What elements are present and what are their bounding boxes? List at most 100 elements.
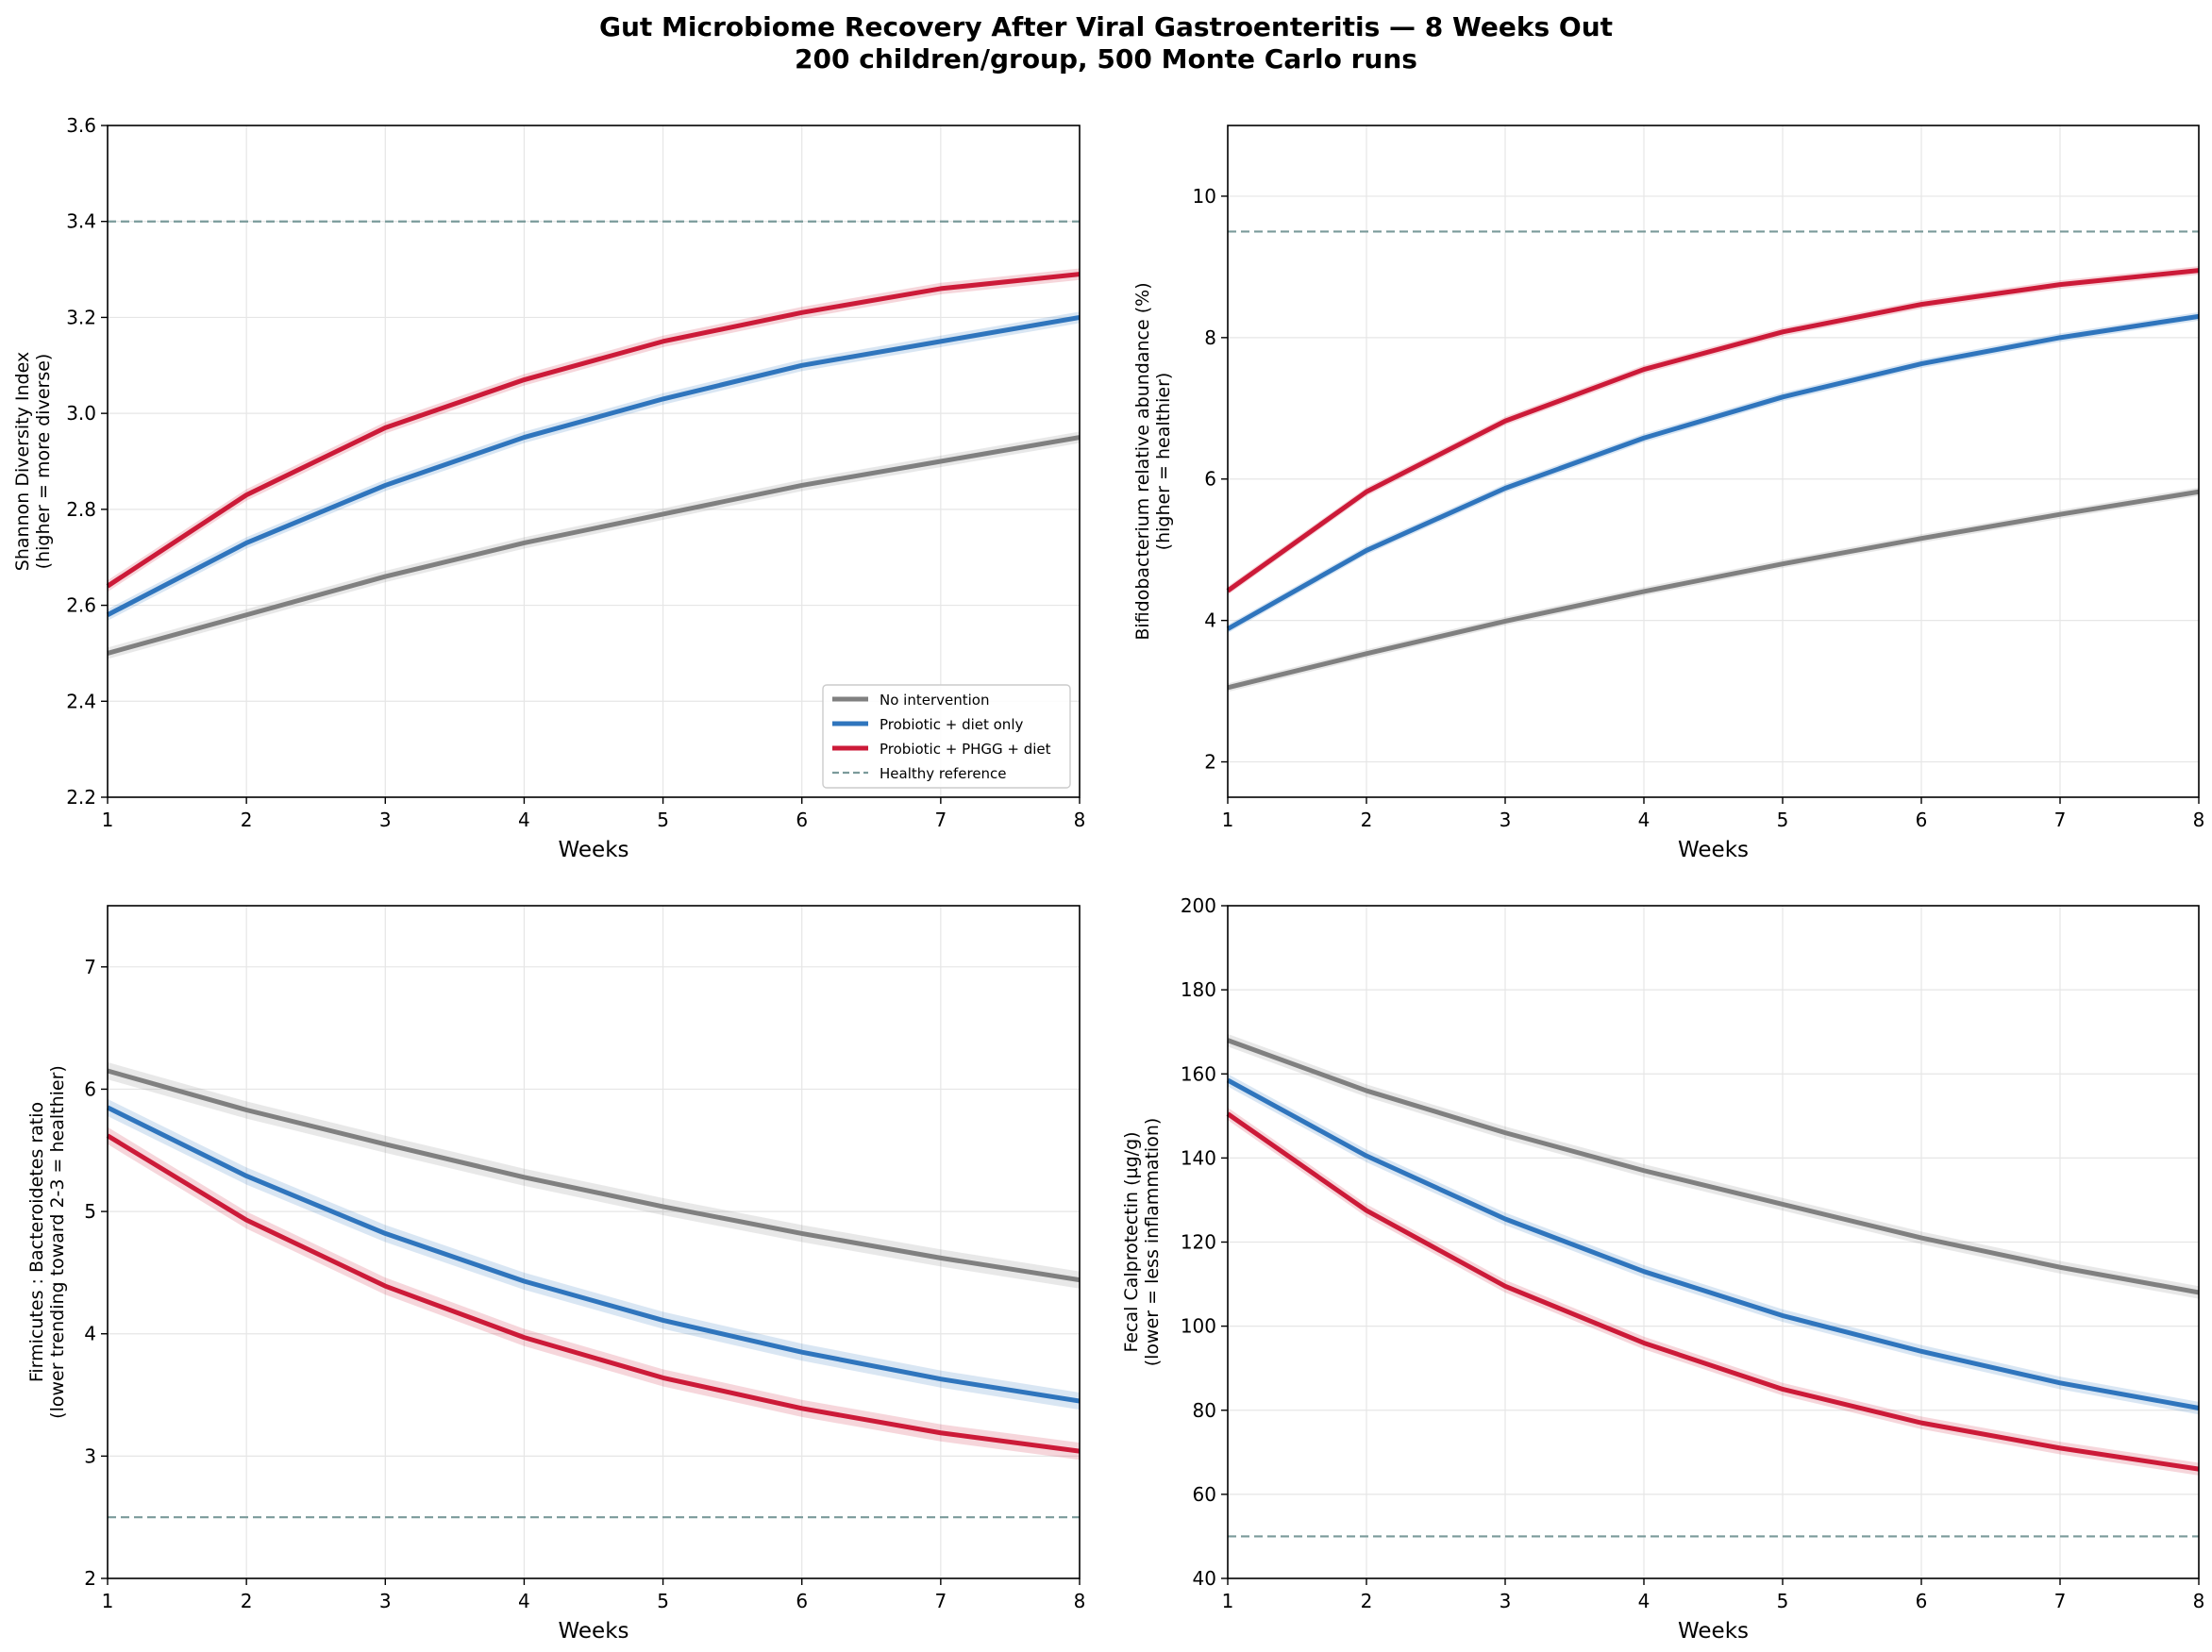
x-axis-label: Weeks: [1678, 838, 1749, 862]
y-tick-label: 3.4: [66, 210, 96, 233]
y-tick-label: 6: [84, 1077, 96, 1100]
probiotic-diet-line: [1226, 313, 2200, 631]
x-tick-label: 5: [657, 809, 669, 831]
x-tick-label: 7: [934, 809, 947, 831]
y-tick-label: 7: [84, 956, 96, 978]
y-tick-label: 5: [84, 1200, 96, 1223]
plot-frame: [107, 125, 1081, 798]
y-tick-label: 2.4: [66, 690, 96, 712]
y-axis-label-line: Fecal Calprotectin (µg/g): [1121, 1131, 1142, 1352]
y-tick-label: 3.0: [66, 402, 96, 425]
x-tick-label: 3: [379, 809, 392, 831]
panel-fecal-calprotectin: 1 2 3 4 5 6 7 8 40 60 80 100 120 140 160 180 200 Weeks Fec…: [1121, 894, 2204, 1644]
y-tick-label: 2.6: [66, 594, 96, 617]
x-tick-label: 2: [1361, 809, 1373, 831]
x-tick-label: 8: [1074, 1590, 1086, 1612]
probiotic-diet-band: [108, 1098, 1080, 1410]
y-axis-label-line: (higher = healthier): [1153, 373, 1174, 551]
x-tick-label: 8: [2193, 1590, 2205, 1612]
y-tick-label: 140: [1181, 1146, 1216, 1169]
figure-subtitle: 200 children/group, 500 Monte Carlo runs: [795, 43, 1417, 75]
legend: No intervention Probiotic + diet only Prob…: [822, 684, 1071, 789]
y-tick-label: 160: [1181, 1062, 1216, 1085]
y-tick-label: 120: [1181, 1231, 1216, 1254]
x-tick-label: 1: [102, 809, 114, 831]
no-intervention-line: [107, 1068, 1081, 1283]
x-tick-label: 3: [379, 1590, 392, 1612]
probiotic-diet-line: [106, 1105, 1081, 1404]
y-tick-label: 2: [84, 1567, 96, 1590]
x-tick-label: 4: [518, 809, 530, 831]
no-intervention-line: [1227, 489, 2200, 691]
y-tick-label: 8: [1204, 326, 1216, 349]
legend-label: No intervention: [880, 692, 989, 709]
x-tick-label: 8: [1074, 809, 1086, 831]
y-tick-label: 3: [84, 1444, 96, 1467]
figure-title: Gut Microbiome Recovery After Viral Gast…: [598, 11, 1614, 42]
y-tick-label: 180: [1181, 978, 1216, 1001]
y-tick-label: 40: [1193, 1567, 1216, 1590]
probiotic-phgg-diet-line: [1226, 268, 2200, 593]
y-tick-label: 4: [84, 1323, 96, 1345]
y-tick-label: 2.2: [66, 786, 96, 809]
y-tick-label: 2.8: [66, 498, 96, 521]
y-tick-label: 6: [1204, 468, 1216, 491]
no-intervention-line: [1227, 1038, 2200, 1295]
y-axis-label-line: Shannon Diversity Index: [12, 352, 33, 571]
y-tick-label: 100: [1181, 1315, 1216, 1338]
x-tick-label: 7: [934, 1590, 947, 1612]
no-intervention-band: [1228, 487, 2199, 693]
probiotic-phgg-diet-line: [106, 272, 1081, 589]
probiotic-phgg-diet-line: [106, 1133, 1081, 1454]
y-tick-label: 3.2: [66, 306, 96, 328]
x-axis-label: Weeks: [559, 838, 629, 862]
x-tick-label: 6: [796, 1590, 808, 1612]
y-tick-label: 2: [1204, 751, 1216, 774]
y-axis-label-line: (higher = more diverse): [33, 354, 54, 570]
x-tick-label: 8: [2193, 809, 2205, 831]
x-tick-label: 5: [1777, 1590, 1789, 1612]
plot-frame: [1227, 125, 2200, 798]
figure-title-block: Gut Microbiome Recovery After Viral Gast…: [0, 11, 2212, 75]
no-intervention-band: [108, 1061, 1080, 1289]
y-axis-label-line: Firmicutes : Bacteroidetes ratio: [26, 1102, 47, 1382]
x-tick-label: 7: [2054, 809, 2067, 831]
x-tick-label: 2: [241, 809, 253, 831]
y-tick-label: 80: [1193, 1399, 1216, 1422]
x-tick-label: 3: [1500, 1590, 1512, 1612]
x-tick-label: 5: [657, 1590, 669, 1612]
x-tick-label: 5: [1777, 809, 1789, 831]
x-tick-label: 2: [1361, 1590, 1373, 1612]
y-axis-label-line: Bifidobacterium relative abundance (%): [1132, 282, 1153, 640]
x-tick-label: 4: [1638, 1590, 1651, 1612]
legend-box: [822, 684, 1071, 789]
no-intervention-line: [107, 435, 1081, 656]
legend-label: Healthy reference: [880, 765, 1007, 782]
probiotic-diet-line: [106, 314, 1081, 617]
x-axis-label: Weeks: [1678, 1619, 1749, 1644]
x-tick-label: 4: [1638, 809, 1651, 831]
no-intervention-band: [1228, 1033, 2199, 1299]
x-tick-label: 6: [1916, 1590, 1928, 1612]
x-axis-label: Weeks: [559, 1619, 629, 1644]
x-tick-label: 1: [102, 1590, 114, 1612]
y-tick-label: 10: [1193, 185, 1216, 208]
probiotic-phgg-diet-line: [1226, 1111, 2200, 1472]
plot-frame: [107, 905, 1081, 1579]
x-tick-label: 6: [796, 809, 808, 831]
x-tick-label: 1: [1222, 1590, 1234, 1612]
x-tick-label: 2: [241, 1590, 253, 1612]
x-tick-label: 3: [1500, 809, 1512, 831]
legend-label: Probiotic + diet only: [880, 716, 1023, 733]
probiotic-diet-line: [1226, 1077, 2200, 1410]
probiotic-diet-band: [1228, 311, 2199, 634]
y-axis-label-line: (lower trending toward 2-3 = healthier): [47, 1065, 68, 1419]
x-tick-label: 7: [2054, 1590, 2067, 1612]
y-tick-label: 60: [1193, 1483, 1216, 1506]
panel-bifidobacterium: 1 2 3 4 5 6 7 8 2 4 6 8 10 Weeks Bifidobacterium relat…: [1132, 125, 2204, 862]
y-axis-label-line: (lower = less inflammation): [1142, 1118, 1163, 1367]
y-tick-label: 200: [1181, 894, 1216, 917]
x-tick-label: 1: [1222, 809, 1234, 831]
